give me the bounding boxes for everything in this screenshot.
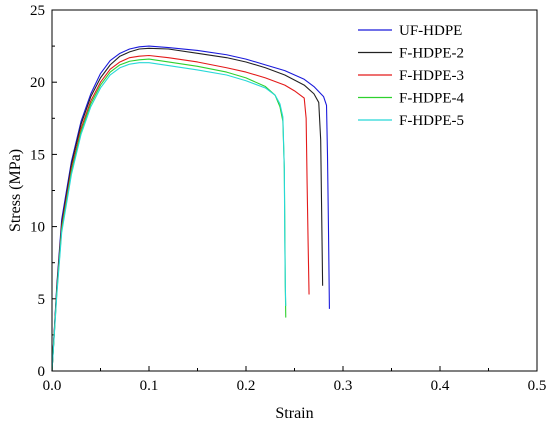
y-tick-label: 0 <box>38 364 46 380</box>
y-tick-label: 25 <box>30 3 45 19</box>
y-tick-label: 10 <box>30 220 45 236</box>
legend-label: F-HDPE-2 <box>399 46 464 62</box>
series-lines <box>51 45 330 372</box>
x-tick-label: 0.3 <box>334 378 353 394</box>
legend: UF-HDPE F-HDPE-2 F-HDPE-3 F-HDPE-4 F-HDPE-5 <box>358 23 465 129</box>
y-tick-label: 5 <box>38 292 46 308</box>
series-line-uf-hdpe <box>51 45 330 372</box>
legend-label: F-HDPE-5 <box>399 113 464 129</box>
y-tick-label: 15 <box>30 147 45 163</box>
tick-labels: 0.0 0.1 0.2 0.3 0.4 0.5 0 5 10 15 20 25 <box>30 3 546 394</box>
plot-frame <box>51 9 538 372</box>
series-line-f-hdpe-5 <box>51 62 287 372</box>
axis-ticks <box>51 9 538 372</box>
y-axis-label: Stress (MPa) <box>7 149 24 232</box>
y-tick-label: 20 <box>30 75 45 91</box>
x-tick-label: 0.4 <box>431 378 450 394</box>
legend-label: F-HDPE-4 <box>399 91 465 107</box>
series-line-f-hdpe-2 <box>51 47 324 372</box>
x-axis-label: Strain <box>275 405 313 422</box>
x-tick-label: 0.2 <box>237 378 256 394</box>
x-tick-label: 0.0 <box>43 378 62 394</box>
x-tick-label: 0.1 <box>140 378 159 394</box>
legend-label: UF-HDPE <box>399 23 462 39</box>
x-tick-label: 0.5 <box>528 378 547 394</box>
legend-label: F-HDPE-3 <box>399 68 464 84</box>
series-line-f-hdpe-3 <box>51 54 310 372</box>
